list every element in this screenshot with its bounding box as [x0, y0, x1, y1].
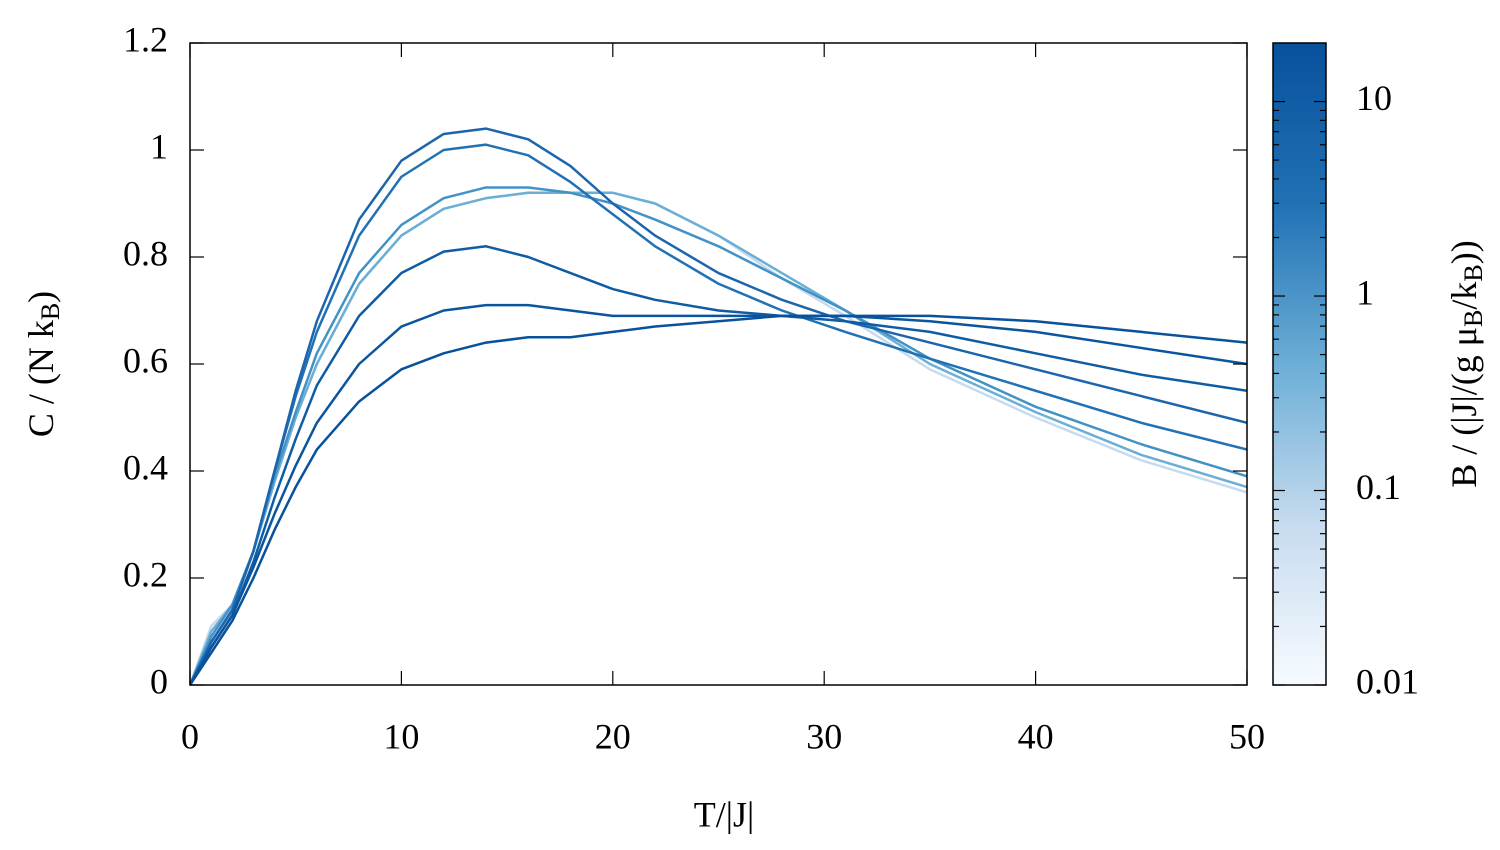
x-tick-label: 0	[181, 716, 199, 756]
x-axis-label: T/|J|	[694, 794, 754, 834]
curve	[190, 127, 1247, 685]
y-axis-label: C / (N kB)	[21, 291, 65, 437]
curves	[190, 127, 1247, 685]
y-tick-label: 0	[150, 661, 168, 701]
label-part: B / (|J|/(g μ	[1444, 327, 1484, 488]
colorbar	[1272, 42, 1327, 686]
y-tick-label: 1	[150, 126, 168, 166]
subscript: B	[1459, 310, 1488, 327]
label-part: /k	[1444, 282, 1484, 310]
curve	[190, 303, 1247, 685]
y-tick-label: 0.6	[123, 340, 168, 380]
subscript: B	[36, 303, 65, 320]
colorbar-label: B / (|J|/(g μB/kB))	[1444, 240, 1488, 487]
y-tick-label: 0.8	[123, 233, 168, 273]
label-part: ))	[1444, 240, 1484, 264]
x-tick-label: 20	[595, 716, 631, 756]
y-tick-label: 0.4	[123, 447, 168, 487]
curve	[190, 245, 1247, 685]
y-tick-label: 1.2	[123, 19, 168, 59]
x-tick-label: 40	[1018, 716, 1054, 756]
label-part: C / (N k	[21, 320, 61, 437]
subscript: B	[1459, 264, 1488, 281]
colorbar-tick-label: 0.1	[1356, 467, 1401, 507]
label-part: )	[21, 291, 61, 303]
x-tick-label: 10	[383, 716, 419, 756]
colorbar-tick-label: 0.01	[1356, 661, 1419, 701]
x-tick-label: 50	[1229, 716, 1265, 756]
colorbar-tick-label: 10	[1356, 78, 1392, 118]
curve	[190, 314, 1247, 685]
colorbar-tick-label: 1	[1356, 272, 1374, 312]
x-tick-label: 30	[806, 716, 842, 756]
curve	[190, 191, 1247, 685]
y-tick-label: 0.2	[123, 554, 168, 594]
